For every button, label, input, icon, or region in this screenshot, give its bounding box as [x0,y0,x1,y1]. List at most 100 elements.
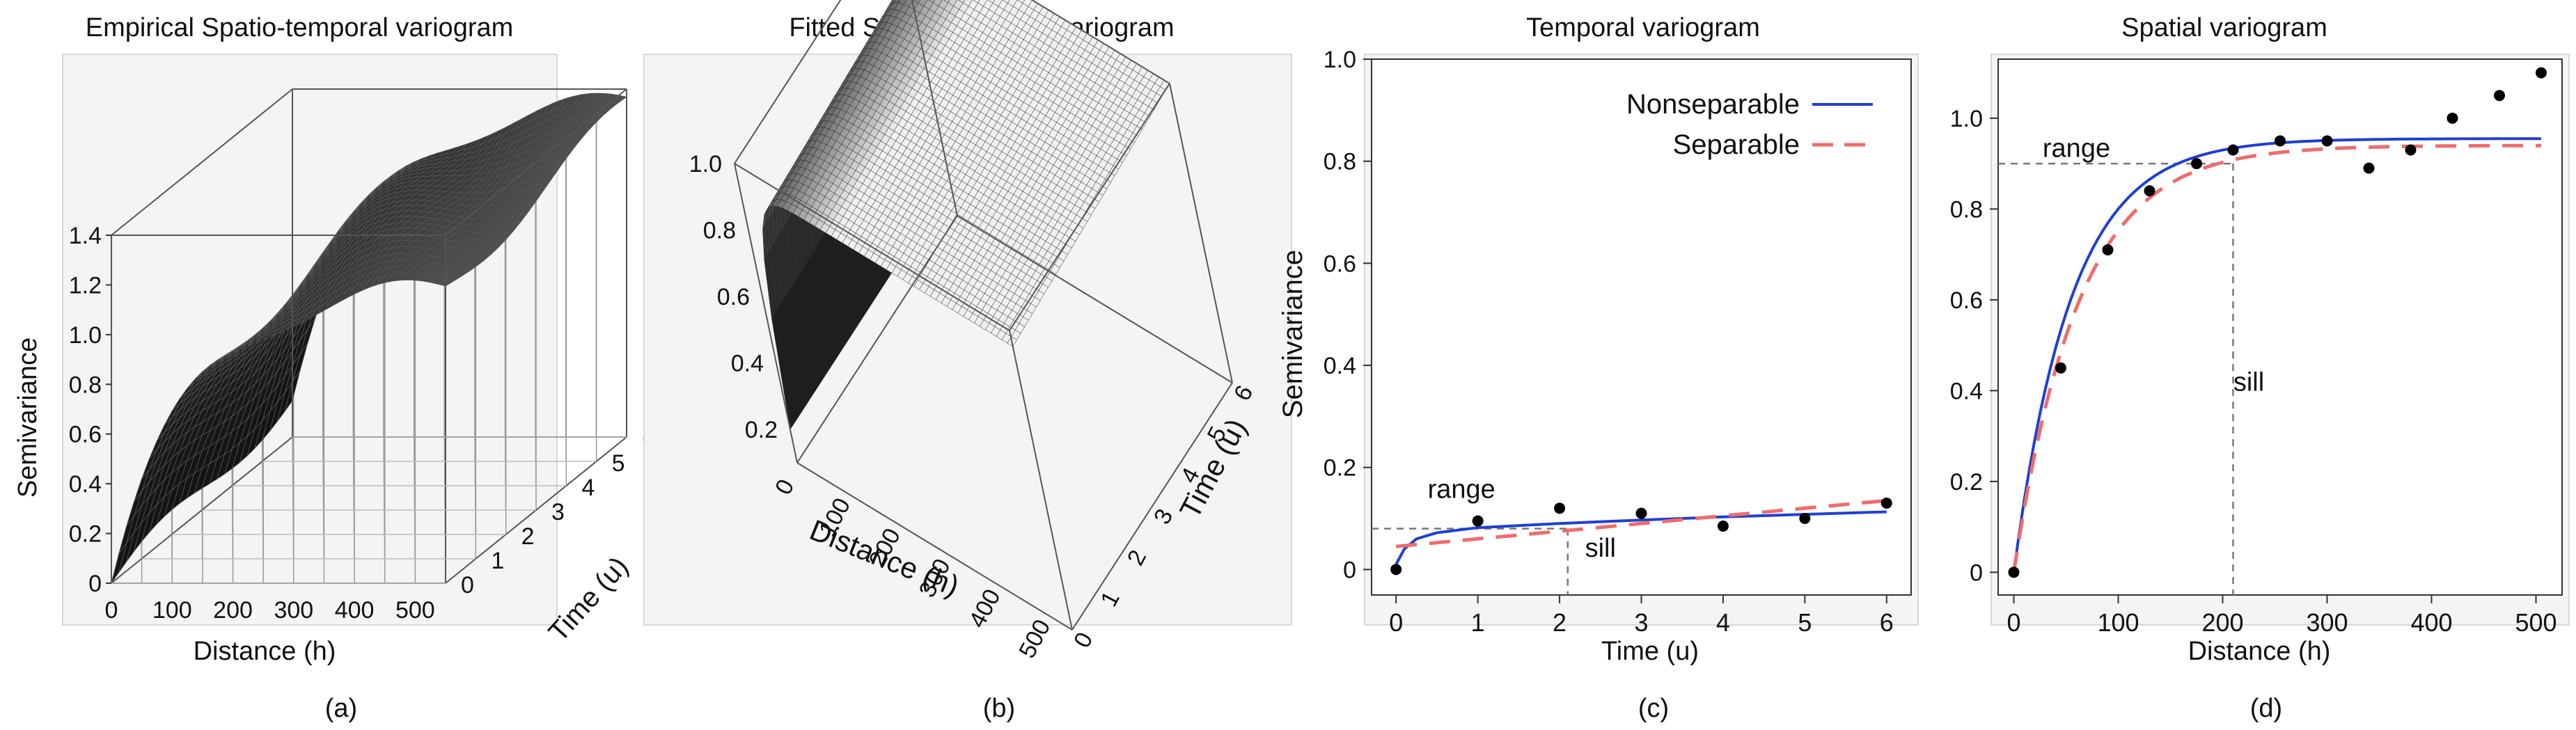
panel-b-box-edge-3 [796,215,958,463]
panel-c-xlabel: Time (u) [1601,637,1699,666]
panel-d-data-point [2536,67,2547,79]
panel-c-x-tick-label: 3 [1634,608,1648,637]
panel-a-y-tick-label: 2 [521,523,535,550]
panel-c-data-point [1880,498,1892,509]
panel-d-data-point [2055,362,2066,374]
panel-c-y-tick-label: 0.4 [1324,353,1356,379]
panel-d-annotation-range: range [2043,134,2110,163]
panel-c-annotation-range: range [1428,475,1495,505]
panel-c-ylabel: Semivariance [1278,250,1308,418]
panel-b-box-edge-7 [734,0,842,164]
panel-d-y-tick-label: 0.4 [1950,378,1983,404]
panel-a-y-tick-label: 1 [491,548,504,574]
panel-d-x-tick-label: 400 [2410,608,2452,637]
panel-c-x-tick-label: 2 [1553,608,1566,637]
panel-c-data-point [1472,515,1484,527]
panel-c-data-point [1554,502,1566,514]
panel-c-y-tick-label: 0.6 [1324,251,1356,277]
panel-c-y-tick-label: 0.2 [1324,455,1356,482]
panel-c-y-tick-label: 0 [1343,557,1356,583]
panel-d-y-tick-label: 0.8 [1950,196,1983,223]
panel-c-y-tick-label: 1.0 [1324,47,1356,73]
panel-a-z-tick-label: 0.2 [69,521,102,548]
panel-b-box-edge-0 [796,462,1073,630]
panel-b-box-edge-8 [734,163,798,463]
panel-b-box-edge-11 [911,0,958,216]
panel-c-data-point [1717,521,1729,532]
spatial-variogram-panel: Spatial variogram 0 100 200 300 400 500 0 0.2 0.… [1950,13,2570,723]
panel-c-data-point [1635,507,1647,519]
panel-d-data-point [2321,135,2333,147]
panel-a-z-tick-label: 0 [88,571,102,597]
panel-a-z-tick-label: 0.8 [69,372,102,398]
panel-b-box-edge-6 [1030,0,1170,84]
empirical-surface [111,93,627,584]
panel-a-axes: 00.20.40.60.81.01.21.40 100 200 300 400 50001… [69,88,655,624]
panel-c-y-tick-label: 0.8 [1324,149,1356,175]
panel-b-z-tick-label: 1.0 [689,151,722,177]
panel-d-plot-frame [1997,58,2563,596]
panel-a-box-edge-5 [445,88,627,236]
panel-d-y-tick-label: 0.6 [1950,287,1983,314]
panel-a-x-tick-label: 400 [335,597,375,624]
fitted-variogram-panel: Fitted Spatio-temporal variogram 0.20.40… [643,0,1292,723]
panel-d-data-point [2008,566,2020,578]
panel-d-data-point [2191,158,2202,170]
panel-d-data-point [2494,90,2505,102]
panel-a-caption: (a) [325,694,357,723]
panel-a-z-tick-label: 1.4 [69,223,102,249]
panel-a-x-tick-label: 500 [395,597,435,624]
panel-d-x-tick-label: 100 [2097,608,2139,637]
panel-a-x-tick-label: 0 [105,597,118,624]
panel-d-series-line-separable [2012,143,2541,573]
panel-c-caption: (c) [1638,694,1669,723]
panel-d-data-point [2447,112,2458,124]
panel-a-z-tick-label: 0.4 [69,471,102,498]
panel-b-z-tick-label: 0.2 [745,417,778,443]
panel-a-x-tick-label: 200 [213,597,253,624]
panel-d-xlabel: Distance (h) [2188,637,2331,666]
panel-d-data-point [2102,244,2114,256]
panel-a-zlabel: Semivariance [13,338,42,498]
panel-d-data-point [2275,135,2286,147]
panel-d-data-point [2227,144,2239,156]
panel-c-series-line-separable [1395,498,1887,548]
panel-b-box-edge-2 [957,215,1233,383]
panel-c-annotation-sill: sill [1585,534,1616,563]
panel-d-y-tick-label: 0 [1970,560,1983,586]
panel-d-y-tick-label: 1.0 [1950,106,1983,132]
panel-d-x-tick-label: 300 [2306,608,2348,637]
panel-a-y-tick-label: 5 [612,450,625,477]
panel-a-x-tick-label: 100 [152,597,192,624]
panel-c-data-point [1799,513,1811,524]
panel-c-legend-label-0: Nonseparable [1626,89,1800,120]
panel-c-legend-label-1: Separable [1673,129,1800,160]
panel-a-z-tick-label: 1.0 [69,322,102,349]
panel-d-caption: (d) [2250,694,2282,723]
panel-d-data-point [2144,185,2155,197]
panel-c-title: Temporal variogram [1526,13,1760,42]
panel-d-x-tick-label: 500 [2515,608,2557,637]
panel-a-x-tick-label: 300 [274,597,313,624]
panel-d-annotation-sill: sill [2233,367,2264,397]
panel-d-x-tick-label: 200 [2201,608,2243,637]
panel-d-x-tick-label: 0 [2006,608,2020,637]
panel-c-x-tick-label: 1 [1471,608,1485,637]
temporal-variogram-panel: Temporal variogram 0 1 2 3 4 5 6 0 0.2 0.4 0.6 0.8 1… [1278,13,1919,723]
panel-a-title: Empirical Spatio-temporal variogram [86,13,514,42]
panel-c-x-tick-label: 5 [1798,608,1812,637]
panel-b-box-edge-1 [1071,382,1233,630]
panel-b-box-edge-5 [1009,83,1170,331]
panel-d-title: Spatial variogram [2121,13,2327,42]
panel-b-z-tick-label: 0.6 [717,284,750,310]
panel-c-x-tick-label: 6 [1880,608,1894,637]
panel-c-x-tick-label: 4 [1716,608,1730,637]
panel-c-data-point [1390,564,1402,576]
panel-b-caption: (b) [983,694,1015,723]
panel-c-plot-frame [1371,58,1912,596]
panel-a-y-tick-label: 4 [581,475,595,501]
panel-a-xlabel: Distance (h) [194,637,336,666]
panel-b-z-tick-label: 0.8 [703,218,736,244]
panel-a-y-tick-label: 3 [551,499,565,525]
panel-a-z-tick-label: 1.2 [69,272,102,299]
